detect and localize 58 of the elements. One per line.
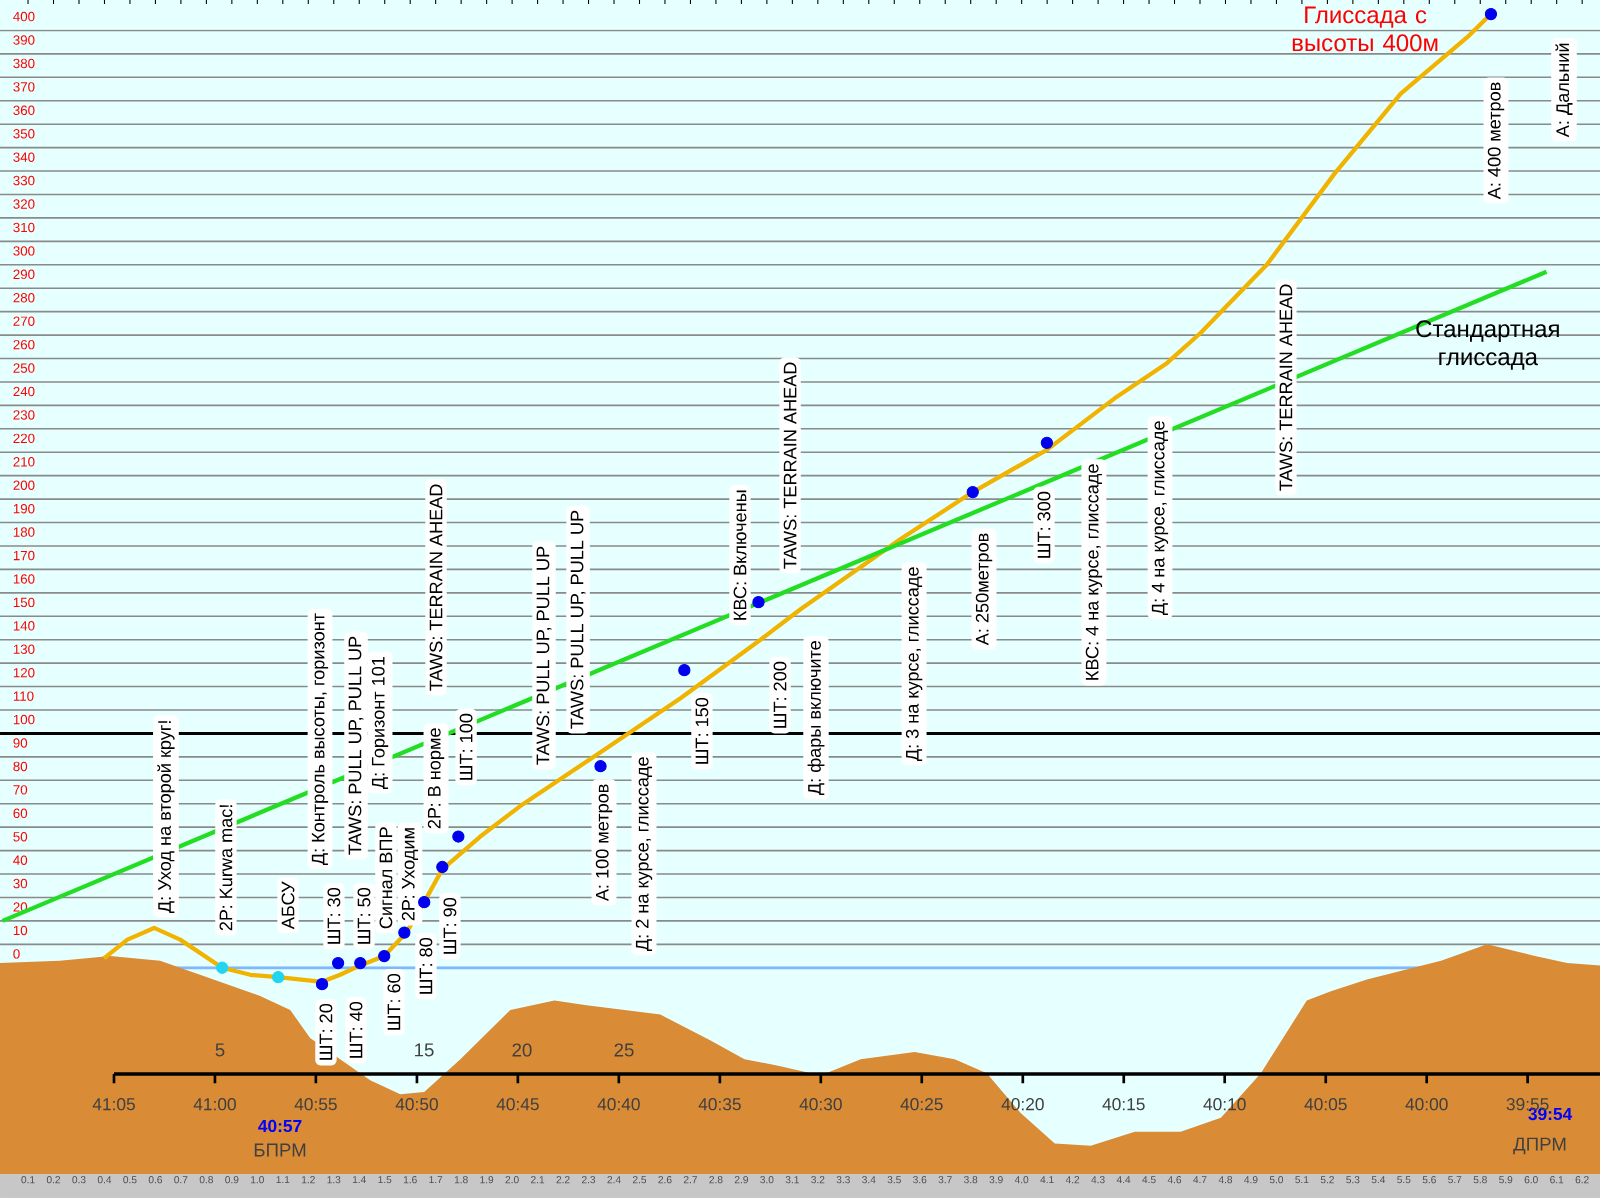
x2-tick-label: 40:40 — [597, 1098, 640, 1111]
x2-tick-label: 41:05 — [92, 1098, 135, 1111]
annotation: TAWS: PULL UP, PULL UP — [348, 636, 364, 855]
annotation: Д: 3 на курсе, глиссаде — [905, 567, 923, 762]
annotation: TAWS: TERRAIN AHEAD — [783, 362, 797, 569]
annotation: КВС: 4 на курсе, глиссаде — [1085, 464, 1103, 680]
annotation: Д: 2 на курсе, глиссаде — [635, 757, 653, 952]
annotation: ШТ: 200 — [773, 661, 787, 728]
annotation: Д: Уход на второй круг! — [157, 721, 175, 913]
annotation: ШТ: 20 — [319, 1003, 333, 1060]
annotation: TAWS: PULL UP, PULL UP — [536, 546, 552, 765]
annotation: ДПРМ — [1513, 1137, 1566, 1155]
x2-tick-label: 39:55 — [1506, 1098, 1549, 1111]
annotation: А: 100 метров — [595, 784, 613, 902]
annotation: ШТ: 50 — [357, 887, 371, 944]
x2-tick-label: 40:50 — [395, 1098, 438, 1111]
x2-tick-label: 40:30 — [799, 1098, 842, 1111]
annotation: 2Р: В норме — [427, 728, 445, 829]
annotation: TAWS: TERRAIN AHEAD — [429, 484, 443, 691]
annotation: ШТ: 90 — [443, 897, 457, 954]
annotation: ШТ: 60 — [387, 974, 401, 1030]
x2-tick-label: 40:05 — [1304, 1098, 1347, 1111]
annotation: Сигнал ВПР — [379, 827, 393, 929]
annotation: TAWS: TERRAIN AHEAD — [1279, 284, 1293, 491]
annotation: TAWS: PULL UP, PULL UP — [570, 510, 586, 729]
annotation: ШТ: 100 — [459, 713, 473, 780]
annotation: 20 — [512, 1043, 532, 1057]
annotation: А: 250метров — [975, 533, 993, 646]
annotation: ШТ: 300 — [1037, 491, 1051, 558]
annotation: ШТ: 30 — [327, 887, 341, 944]
x2-tick-label: 40:55 — [294, 1098, 337, 1111]
series-label: Стандартная глиссада — [1416, 320, 1559, 370]
x2-tick-label: 40:15 — [1102, 1098, 1145, 1111]
x2-tick-label: 41:00 — [193, 1098, 236, 1111]
annotation: Д: 4 на курсе, глиссаде — [1151, 421, 1169, 616]
annotation: А: Дальний — [1555, 43, 1573, 138]
annotation: 2Р: Kurwa mac! — [219, 805, 233, 931]
annotation: 5 — [215, 1043, 225, 1057]
annotation: 25 — [614, 1043, 634, 1057]
annotation: Д: Контроль высоты, горизонт — [311, 613, 329, 866]
annotation: БПРМ — [254, 1143, 306, 1157]
annotation: 15 — [415, 1043, 434, 1057]
annotation: 39:54 — [1528, 1107, 1573, 1121]
annotation: Д: фары включите — [807, 641, 825, 796]
annotation: АБСУ — [281, 881, 295, 930]
annotation: ШТ: 80 — [419, 937, 433, 994]
annotation: ШТ: 150 — [695, 697, 709, 764]
annotation: Д: Горизонт 101 — [371, 656, 389, 790]
annotation: 2Р: Уходим — [401, 828, 419, 921]
x2-tick-label: 40:35 — [698, 1098, 741, 1111]
annotation: А: 400 метров — [1487, 82, 1505, 200]
x2-tick-label: 40:45 — [496, 1098, 539, 1111]
annotation: ШТ: 40 — [349, 1001, 363, 1058]
annotation: КВС: Включены — [733, 490, 747, 620]
series-label: Глиссада с высоты 400м — [1292, 6, 1438, 52]
x2-tick-label: 40:00 — [1405, 1098, 1448, 1111]
x2-tick-label: 40:25 — [900, 1098, 943, 1111]
annotation: 40:57 — [258, 1119, 302, 1133]
